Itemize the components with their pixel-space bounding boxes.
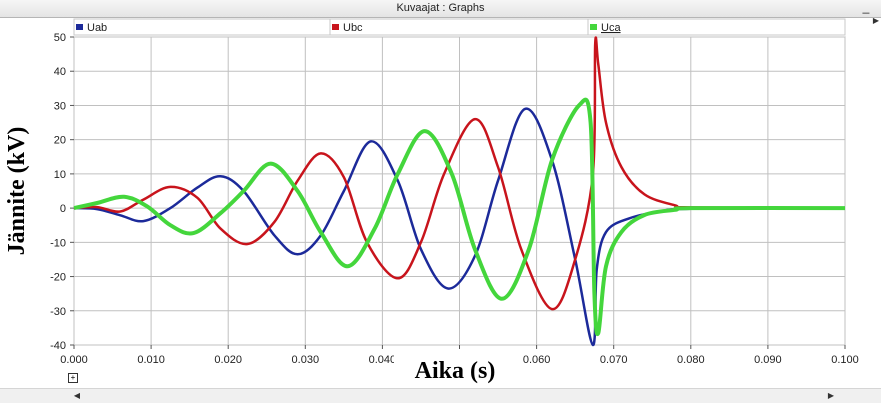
x-tick-label: 0.010 (137, 354, 165, 366)
legend-label-uca[interactable]: Uca (601, 22, 621, 34)
origin-marker[interactable]: + (68, 373, 78, 383)
y-tick-label: 40 (54, 66, 66, 78)
x-tick-label: 0.020 (214, 354, 242, 366)
y-tick-label: -20 (50, 272, 66, 284)
left-arrow-icon[interactable]: ◀ (73, 391, 81, 400)
series-line-uab (73, 107, 846, 347)
y-tick-label: -40 (50, 340, 66, 352)
x-tick-label: 0.100 (831, 354, 859, 366)
y-axis-label: Jännite (kV) (4, 126, 30, 256)
legend-bar (73, 18, 846, 36)
legend: Uab Ubc Uca (73, 18, 846, 36)
legend-label-ubc[interactable]: Ubc (343, 22, 363, 34)
x-tick-label: 0.030 (292, 354, 320, 366)
grid (73, 36, 846, 346)
right-arrow-icon[interactable]: ▶ (827, 391, 835, 400)
right-arrow-icon[interactable]: ▶ (872, 16, 880, 25)
x-axis-label: Aika (s) (394, 353, 516, 389)
series-lines (73, 36, 846, 347)
legend-swatch-ubc (332, 24, 339, 30)
window-titlebar: Kuvaajat : Graphs _ (0, 0, 881, 18)
legend-swatch-uab (76, 24, 83, 30)
x-tick-label: 0.060 (523, 354, 551, 366)
horizontal-scrollbar[interactable]: ◀ ▶ (0, 388, 881, 403)
x-tick-label: 0.080 (677, 354, 705, 366)
y-axis-label-box (0, 113, 34, 269)
y-tick-label: -10 (50, 237, 66, 249)
minimize-button[interactable]: _ (862, 0, 870, 14)
window-title: Kuvaajat : Graphs (396, 2, 485, 14)
y-tick-label: -30 (50, 306, 66, 318)
y-tick-label: 50 (54, 32, 66, 44)
x-tick-label: 0.070 (600, 354, 628, 366)
x-tick-label: 0.090 (754, 354, 782, 366)
x-tick-label: 0.040 (369, 354, 397, 366)
y-tick-label: 10 (54, 169, 66, 181)
legend-label-uab[interactable]: Uab (87, 22, 107, 34)
y-tick-label: 20 (54, 135, 66, 147)
series-line-ubc (73, 36, 846, 311)
voltage-chart: 0.0000.0100.0200.0300.0400.0500.0600.070… (50, 18, 859, 366)
legend-swatch-uca (590, 24, 597, 30)
x-tick-label: 0.000 (60, 354, 88, 366)
series-line-uca (73, 97, 846, 337)
y-tick-label: 0 (60, 203, 66, 215)
y-tick-label: 30 (54, 100, 66, 112)
